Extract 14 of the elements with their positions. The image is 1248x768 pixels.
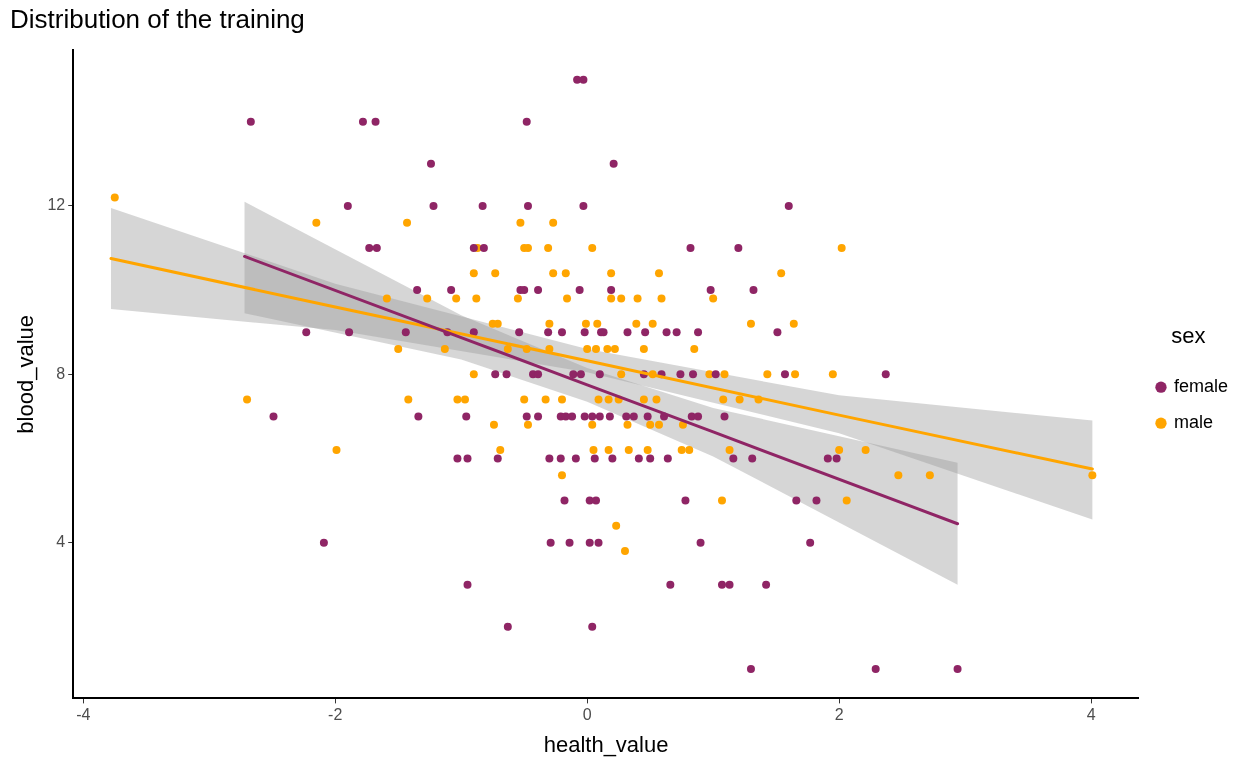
y-tick-label: 4	[56, 533, 66, 551]
legend-label: male	[1173, 412, 1213, 433]
y-tick-label: 12	[47, 196, 66, 214]
x-tick-label: 2	[834, 706, 844, 724]
legend-title: sex	[1171, 322, 1206, 348]
y-axis-title: blood_value	[13, 314, 39, 434]
x-tick-label: -2	[328, 706, 343, 724]
legend-label: female	[1173, 376, 1228, 397]
x-tick-label: 4	[1086, 706, 1096, 724]
chart-title: Distribution of the training	[10, 3, 305, 34]
x-axis-title: health_value	[543, 731, 669, 757]
x-tick-label: -4	[76, 706, 91, 724]
x-tick-label: 0	[582, 706, 592, 724]
y-tick-label: 8	[56, 364, 66, 382]
